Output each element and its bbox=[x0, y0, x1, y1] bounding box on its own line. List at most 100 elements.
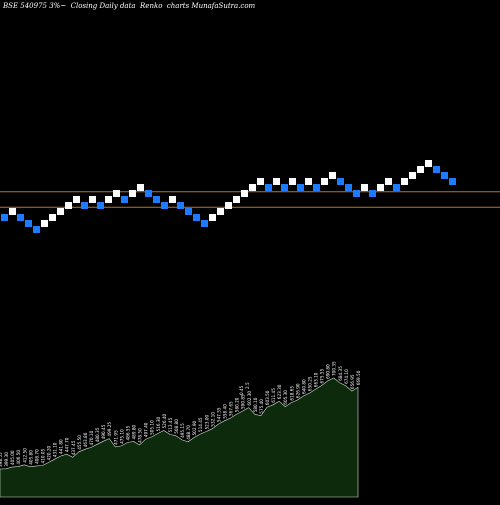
up-brick bbox=[129, 190, 136, 197]
down-brick bbox=[193, 214, 200, 221]
up-brick bbox=[73, 196, 80, 203]
up-brick bbox=[273, 178, 280, 185]
up-brick bbox=[289, 178, 296, 185]
volume-label: 663.10 bbox=[314, 372, 319, 387]
volume-label-top: 0.45 bbox=[239, 385, 244, 395]
down-brick bbox=[121, 196, 128, 203]
volume-label: 486.55 bbox=[125, 426, 130, 441]
down-brick bbox=[33, 226, 40, 233]
up-brick bbox=[169, 196, 176, 203]
up-brick bbox=[233, 196, 240, 203]
volume-label: 611.45 bbox=[271, 388, 276, 403]
volume-label: 408.70 bbox=[34, 449, 39, 464]
volume-label: 516.30 bbox=[156, 417, 161, 432]
volume-label: 523.00 bbox=[204, 415, 209, 430]
up-brick bbox=[321, 178, 328, 185]
volume-label: 502.90 bbox=[192, 421, 197, 436]
down-brick bbox=[161, 202, 168, 209]
down-brick bbox=[177, 202, 184, 209]
down-brick bbox=[441, 172, 448, 179]
volume-label: 640.80 bbox=[301, 379, 306, 394]
up-brick bbox=[9, 208, 16, 215]
down-brick bbox=[17, 214, 24, 221]
volume-label: 497.40 bbox=[144, 422, 149, 437]
volume-label: 405.00 bbox=[10, 450, 15, 465]
up-brick bbox=[257, 178, 264, 185]
volume-fill bbox=[0, 377, 359, 498]
down-brick bbox=[393, 184, 400, 191]
volume-label: 406.50 bbox=[16, 450, 21, 465]
up-brick bbox=[113, 190, 120, 197]
up-brick bbox=[305, 178, 312, 185]
up-brick bbox=[329, 172, 336, 179]
volume-label: 398.55 bbox=[0, 452, 3, 467]
up-brick bbox=[401, 178, 408, 185]
volume-label: 547.55 bbox=[216, 407, 221, 422]
volume-label: 669.50 bbox=[356, 370, 361, 385]
up-brick bbox=[249, 184, 256, 191]
volume-label: 684.35 bbox=[338, 366, 343, 381]
up-brick bbox=[57, 208, 64, 215]
volume-label: 420.20 bbox=[47, 446, 52, 461]
volume-label: 514.45 bbox=[198, 417, 203, 432]
down-brick bbox=[97, 202, 104, 209]
volume-label: 508.80 bbox=[174, 419, 179, 434]
volume-label: 475.10 bbox=[119, 429, 124, 444]
down-brick bbox=[1, 214, 8, 221]
down-brick bbox=[369, 190, 376, 197]
volume-label: 489.80 bbox=[132, 425, 137, 440]
volume-label: 602.30 bbox=[247, 391, 252, 406]
down-brick bbox=[313, 184, 320, 191]
volume-label: 505.10 bbox=[150, 420, 155, 435]
volume-label: 526.40 bbox=[162, 414, 167, 429]
volume-label: 700.35 bbox=[332, 361, 337, 376]
down-brick bbox=[449, 178, 456, 185]
volume-label: 567.65 bbox=[229, 401, 234, 416]
volume-label: 674.10 bbox=[344, 369, 349, 384]
volume-label: 513.45 bbox=[168, 417, 173, 432]
volume-label: 480.35 bbox=[95, 427, 100, 442]
volume-label: 675.55 bbox=[320, 369, 325, 384]
volume-label: 488.70 bbox=[186, 425, 191, 440]
volume-label: 690.80 bbox=[326, 364, 331, 379]
volume-label: 605.30 bbox=[283, 390, 288, 405]
volume-label: 618.65 bbox=[289, 386, 294, 401]
down-brick bbox=[145, 190, 152, 197]
volume-labels: 398.55 399.30 405.00 406.50 412.50 405.80 408.… bbox=[0, 361, 361, 467]
down-brick bbox=[281, 184, 288, 191]
volume-label: 575.40 bbox=[259, 399, 264, 414]
down-brick bbox=[337, 178, 344, 185]
volume-label: 580.10 bbox=[253, 397, 258, 412]
down-brick bbox=[433, 166, 440, 173]
volume-label: 463.80 bbox=[83, 432, 88, 447]
up-brick bbox=[385, 178, 392, 185]
volume-label: 626.90 bbox=[295, 383, 300, 398]
volume-label: 447.70 bbox=[65, 437, 70, 452]
volume-label-top: 2.5 bbox=[245, 382, 250, 389]
down-brick bbox=[25, 220, 32, 227]
up-brick bbox=[417, 166, 424, 173]
up-brick bbox=[209, 214, 216, 221]
volume-area bbox=[0, 377, 359, 498]
volume-label: 490.45 bbox=[101, 424, 106, 439]
volume-label: 499.25 bbox=[107, 422, 112, 437]
volume-label: 431.10 bbox=[53, 442, 58, 457]
down-brick bbox=[265, 184, 272, 191]
down-brick bbox=[185, 208, 192, 215]
volume-label: 405.80 bbox=[28, 450, 33, 465]
down-brick bbox=[81, 202, 88, 209]
up-brick bbox=[225, 202, 232, 209]
volume-label: 478.50 bbox=[138, 428, 143, 443]
volume-label: 590.85 bbox=[241, 394, 246, 409]
down-brick bbox=[297, 184, 304, 191]
volume-label: 580.20 bbox=[235, 397, 240, 412]
up-brick bbox=[65, 202, 72, 209]
volume-label: 532.10 bbox=[210, 412, 215, 427]
up-brick bbox=[409, 172, 416, 179]
up-brick bbox=[49, 214, 56, 221]
volume-label: 455.50 bbox=[77, 435, 82, 450]
up-brick bbox=[377, 184, 384, 191]
volume-label: 437.45 bbox=[71, 440, 76, 455]
